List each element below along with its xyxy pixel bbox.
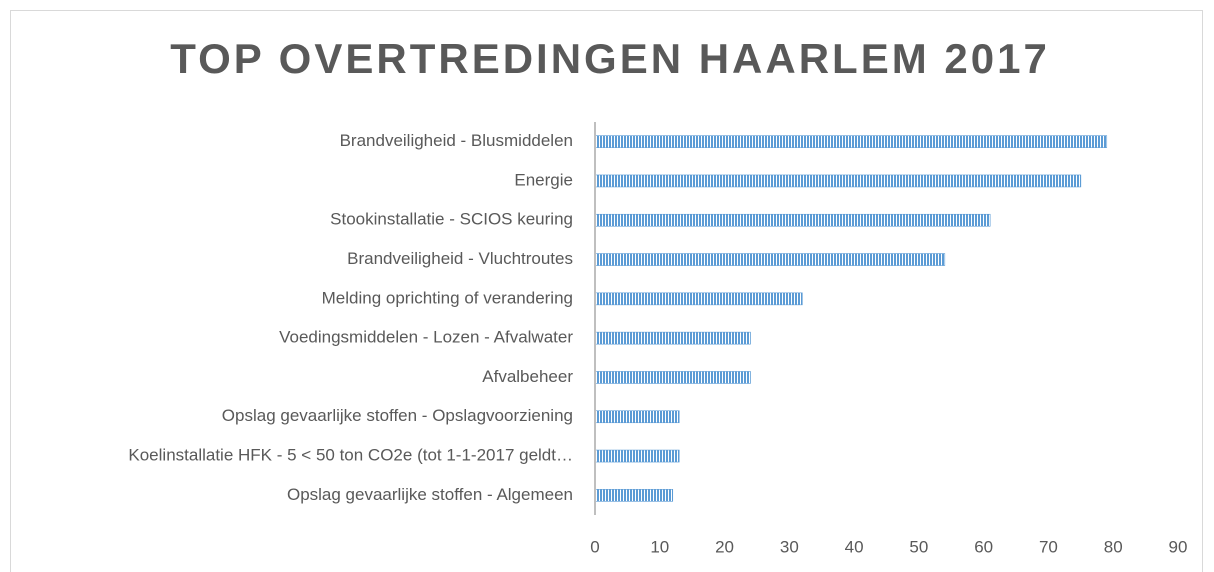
bar [594, 135, 1108, 148]
y-tick-label: Stookinstallatie - SCIOS keuring [330, 210, 573, 229]
x-tick-label: 60 [974, 537, 993, 556]
bar [594, 371, 751, 384]
bar [594, 253, 946, 266]
y-tick-label: Opslag gevaarlijke stoffen - Algemeen [287, 485, 573, 504]
x-tick-label: 20 [715, 537, 734, 556]
x-tick-label: 30 [780, 537, 799, 556]
y-tick-label: Brandveiligheid - Vluchtroutes [347, 249, 573, 268]
bar [594, 489, 674, 502]
chart-border [10, 10, 1203, 572]
x-tick-label: 70 [1039, 537, 1058, 556]
y-tick-label: Voedingsmiddelen - Lozen - Afvalwater [279, 328, 573, 347]
x-tick-label: 90 [1169, 537, 1188, 556]
x-tick-label: 40 [845, 537, 864, 556]
bar [594, 292, 803, 306]
x-tick-label: 80 [1104, 537, 1123, 556]
x-tick-label: 0 [590, 537, 599, 556]
bar [594, 213, 991, 227]
x-tick-label: 50 [909, 537, 928, 556]
bar [594, 410, 680, 424]
bar [594, 174, 1082, 188]
y-tick-label: Koelinstallatie HFK - 5 < 50 ton CO2e (t… [128, 446, 573, 465]
y-tick-label: Brandveiligheid - Blusmiddelen [340, 131, 573, 150]
y-tick-label: Melding oprichting of verandering [322, 288, 573, 307]
chart-title: TOP OVERTREDINGEN HAARLEM 2017 [170, 35, 1050, 82]
bar [594, 449, 680, 463]
bar [594, 331, 751, 345]
y-tick-label: Afvalbeheer [482, 367, 573, 386]
y-tick-label: Energie [514, 170, 573, 189]
y-tick-label: Opslag gevaarlijke stoffen - Opslagvoorz… [222, 406, 573, 425]
x-tick-label: 10 [650, 537, 669, 556]
